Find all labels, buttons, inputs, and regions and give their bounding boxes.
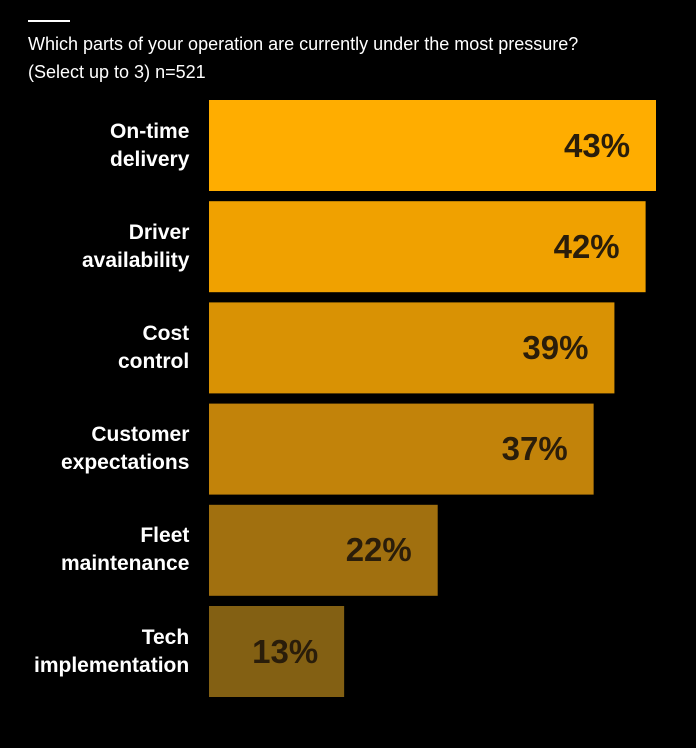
category-label: Customer expectations <box>61 423 190 475</box>
bar <box>209 302 615 394</box>
value-label: 43% <box>564 126 631 164</box>
value-label: 39% <box>522 328 589 366</box>
value-label: 42% <box>553 227 620 265</box>
bar <box>209 606 345 697</box>
chart-subtitle: (Select up to 3) n=521 <box>28 62 206 82</box>
value-label: 13% <box>252 632 319 670</box>
bar <box>209 201 646 293</box>
category-label: Fleet maintenance <box>61 524 190 576</box>
bar <box>209 403 594 495</box>
category-label: Cost control <box>118 321 190 373</box>
bar <box>209 504 438 596</box>
value-label: 37% <box>501 430 568 468</box>
category-label: Driver availability <box>82 220 190 272</box>
category-label: Tech implementation <box>34 625 190 677</box>
category-label: On-time delivery <box>110 119 190 171</box>
chart-title: Which parts of your operation are curren… <box>28 34 579 54</box>
value-label: 22% <box>345 531 412 569</box>
bar <box>209 100 656 191</box>
